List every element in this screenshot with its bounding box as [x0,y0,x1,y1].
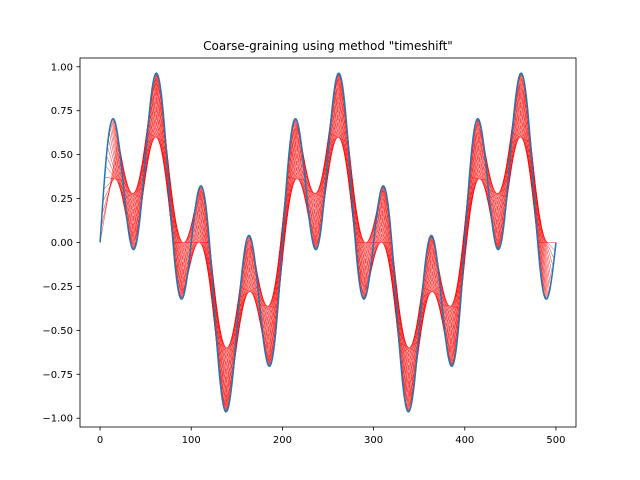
timeshift-segment [536,230,556,251]
timeshift-segment [235,254,255,342]
timeshift-segment [363,187,383,300]
y-tick-label: 1.00 [51,62,73,73]
y-tick-label: −0.25 [42,282,73,293]
timeshift-segment [182,185,202,298]
y-tick-label: 0.50 [51,150,73,161]
y-tick-label: −0.75 [42,370,73,381]
y-tick-label: 0.25 [51,194,73,205]
timeshift-segment [392,253,412,407]
timeshift-segment [395,291,414,389]
timeshift-segment [104,176,123,181]
timeshift-segment [302,154,321,232]
x-tick-label: 0 [97,435,103,446]
y-tick-label: 0.75 [51,106,73,117]
timeshift-segment [178,198,197,292]
timeshift-segment [397,330,417,363]
timeshift-segment [217,341,237,355]
x-tick-label: 300 [364,435,383,446]
timeshift-segment [418,254,437,342]
x-tick-label: 200 [273,435,292,446]
timeshift-segment [399,341,419,355]
timeshift-segment [530,142,549,295]
chart-title: Coarse-graining using method "timeshift" [203,39,453,53]
timeshift-segment [505,80,525,208]
timeshift-segment [210,253,229,407]
timeshift-segment [286,176,306,181]
timeshift-segment [399,342,418,353]
timeshift-segment [166,154,186,292]
timeshift-segment [348,154,368,292]
timeshift-segment [140,80,160,208]
timeshift-segment [531,154,550,292]
timeshift-segment [360,198,380,292]
timeshift-segment [103,171,123,190]
y-tick-label: −1.00 [42,414,73,425]
timeshift-segment [535,218,555,259]
timeshift-segment [215,330,235,363]
timeshift-segment [509,109,528,166]
timeshift-segment [119,154,139,232]
timeshift-segment [285,171,305,190]
timeshift-segment [440,295,460,320]
timeshift-segment [368,198,388,281]
x-axis: 0 100 200 300 400 500 [97,427,565,446]
timeshift-segment [180,187,200,300]
y-axis: −1.00 −0.75 −0.50 −0.25 0.00 0.25 0.50 0.75 1.00 [42,62,80,425]
timeshift-segment [323,80,342,208]
x-tick-label: 400 [455,435,474,446]
timeshift-segment [365,185,384,298]
timeshift-segment [254,261,274,354]
timeshift-segment [284,162,304,202]
timeshift-segment [370,212,390,267]
timeshift-segment [468,171,487,190]
timeshift-segment [216,342,236,353]
timeshift-segment [212,291,232,389]
y-tick-label: 0.00 [51,238,73,249]
timeshift-segment [467,162,486,202]
timeshift-segment [144,109,164,166]
timeshift-segment [258,295,278,320]
timeshift-segment [102,162,122,202]
timeshift-segment [416,243,435,363]
timeshift-segment [188,212,207,267]
signal-series [99,72,557,413]
timeshift-segment [484,154,504,232]
timeshift-segment [437,261,456,354]
x-tick-label: 100 [182,435,201,446]
timeshift-segment [326,109,346,166]
y-tick-label: −0.50 [42,326,73,337]
timeshift-segment [186,198,206,281]
timeshift-segment [347,142,367,295]
timeshift-segment [469,176,488,181]
x-tick-label: 500 [546,435,565,446]
timeshift-segment [233,243,253,363]
signal-line [99,72,557,413]
